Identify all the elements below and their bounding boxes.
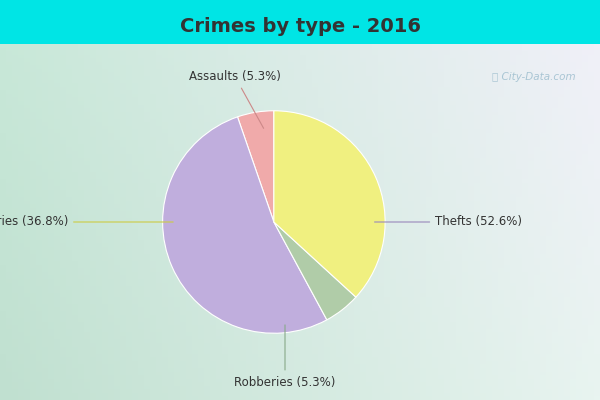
Text: Robberies (5.3%): Robberies (5.3%) [235, 325, 335, 388]
Text: ⓘ City-Data.com: ⓘ City-Data.com [493, 72, 576, 82]
Text: Thefts (52.6%): Thefts (52.6%) [374, 216, 522, 228]
Wedge shape [274, 222, 356, 320]
Text: Assaults (5.3%): Assaults (5.3%) [189, 70, 281, 128]
Wedge shape [238, 111, 274, 222]
Bar [0, 0, 600, 45]
Wedge shape [274, 111, 385, 297]
Text: Crimes by type - 2016: Crimes by type - 2016 [179, 16, 421, 36]
Text: Burglaries (36.8%): Burglaries (36.8%) [0, 216, 173, 228]
Wedge shape [163, 117, 327, 333]
